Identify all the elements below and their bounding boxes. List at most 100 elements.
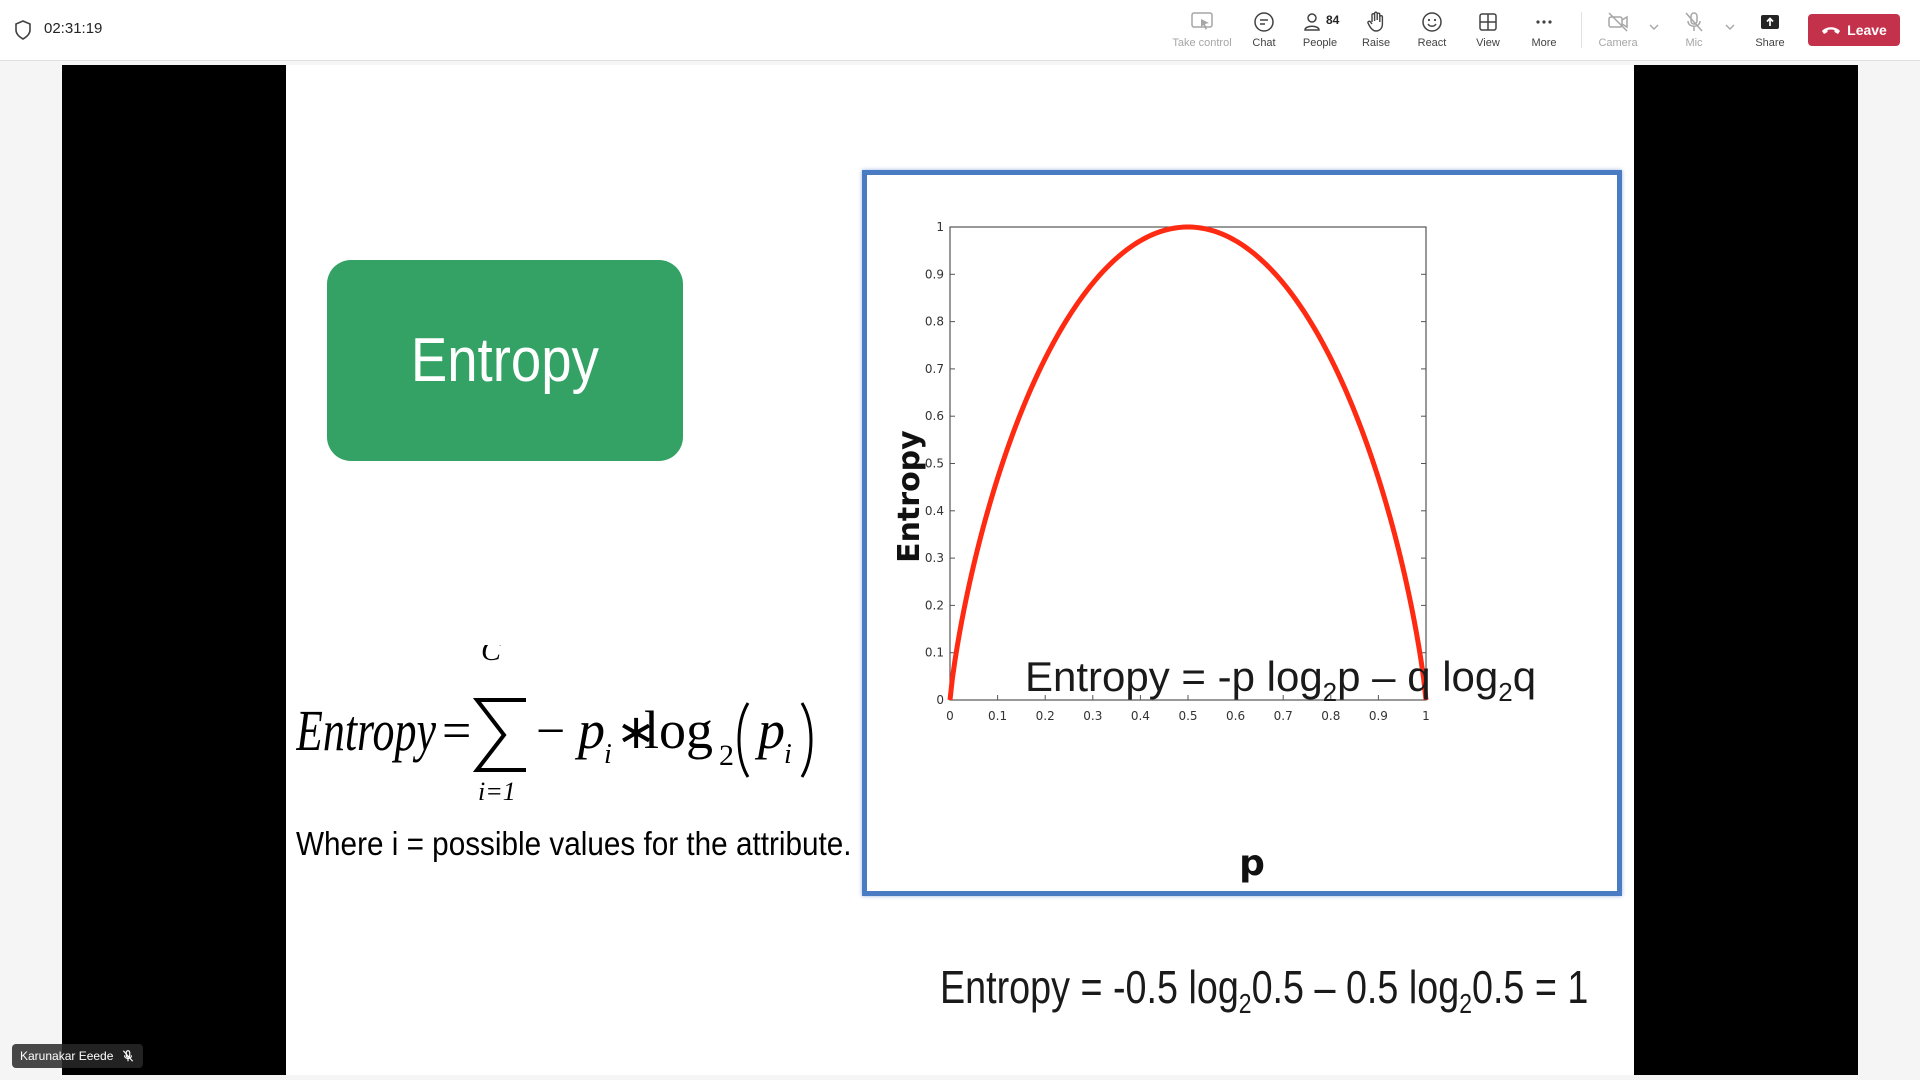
camera-label: Camera <box>1598 37 1638 49</box>
x-tick-label: 0.6 <box>1226 709 1245 723</box>
formula-log-base: 2 <box>719 739 734 772</box>
y-tick-label: 0.9 <box>925 267 944 281</box>
x-tick-label: 0.4 <box>1131 709 1150 723</box>
y-tick-label: 0.6 <box>925 409 944 423</box>
share-icon <box>1761 15 1779 29</box>
chart-y-axis-label: Entropy <box>892 430 927 563</box>
x-tick-label: 1 <box>1422 709 1430 723</box>
take-control-label: Take control <box>1172 37 1232 49</box>
participant-name: Karunakar Eeede <box>20 1049 114 1063</box>
annotation-part2: p – q log <box>1337 653 1498 700</box>
y-tick-label: 1 <box>936 220 944 234</box>
annotation-part3: q <box>1513 653 1536 700</box>
raise-hand-icon <box>1367 11 1384 32</box>
slide-title: Entropy <box>410 326 600 395</box>
leave-button[interactable]: Leave <box>1808 14 1900 46</box>
meeting-timer: 02:31:19 <box>44 20 103 37</box>
shield-icon <box>15 20 31 40</box>
formula-minus: − <box>536 703 565 760</box>
worked-example-equation: Entropy = -0.5 log20.5 – 0.5 log20.5 = 1 <box>940 960 1588 1020</box>
formula-paren-open <box>737 702 750 778</box>
share-button[interactable]: Share <box>1740 8 1800 54</box>
share-label: Share <box>1755 37 1785 49</box>
y-tick-label: 0.1 <box>925 646 944 660</box>
more-label: More <box>1531 37 1557 49</box>
people-count: 84 <box>1326 13 1340 27</box>
formula-times: ∗ <box>616 706 656 759</box>
entropy-formula: Entropy = C i=1 − p i ∗ log 2 p i <box>296 645 813 805</box>
entropy-chart: 0 0.1 0.2 0.3 0.4 0.5 0.6 0.7 0.8 0.9 1 0 0.1 0.2 0.3 0… <box>867 175 1617 891</box>
people-icon <box>1304 13 1320 31</box>
eq-part2: 0.5 – 0.5 log <box>1251 961 1460 1013</box>
meeting-toolbar: 02:31:19 Take control Chat 84 People Rai… <box>0 0 1920 61</box>
eq-sub2: 2 <box>1459 988 1472 1020</box>
chart-annotation: Entropy = -p log2p – q log2q <box>1025 653 1536 707</box>
chart-x-axis-label: p <box>1239 843 1265 884</box>
y-tick-label: 0.7 <box>925 362 944 376</box>
eq-sub1: 2 <box>1238 988 1252 1020</box>
mic-off-icon <box>123 1050 134 1062</box>
react-button[interactable]: React <box>1402 8 1462 54</box>
participant-name-badge: Karunakar Eeede <box>12 1044 144 1068</box>
camera-options-chevron-down-icon[interactable] <box>1647 20 1661 34</box>
formula-log: log <box>644 700 713 760</box>
slide-title-box: Entropy <box>327 260 683 461</box>
take-control-button[interactable]: Take control <box>1172 8 1232 54</box>
view-button[interactable]: View <box>1458 8 1518 54</box>
formula-upper-limit: C <box>481 645 502 667</box>
chart-series-layer <box>947 224 1429 701</box>
sigma-symbol <box>472 698 526 772</box>
x-tick-label: 0.9 <box>1369 709 1388 723</box>
annotation-sub2: 2 <box>1498 677 1512 707</box>
camera-off-icon <box>1608 12 1628 32</box>
x-tick-label: 0 <box>946 709 954 723</box>
y-tick-label: 0.2 <box>925 598 944 612</box>
react-label: React <box>1417 37 1447 49</box>
x-tick-label: 0.3 <box>1083 709 1102 723</box>
eq-part1: Entropy = -0.5 log <box>940 961 1239 1013</box>
mic-label: Mic <box>1685 37 1703 49</box>
mic-options-chevron-down-icon[interactable] <box>1723 20 1737 34</box>
leave-label: Leave <box>1847 22 1887 38</box>
camera-button[interactable]: Camera <box>1588 8 1648 54</box>
more-button[interactable]: More <box>1514 8 1574 54</box>
formula-paren-close <box>800 702 813 778</box>
eq-part3: 0.5 = 1 <box>1471 961 1589 1013</box>
x-tick-label: 0.7 <box>1274 709 1293 723</box>
formula-p-arg: p <box>754 700 785 760</box>
formula-sub-i-arg: i <box>784 739 792 770</box>
formula-lower-limit: i=1 <box>478 777 516 805</box>
take-control-icon <box>1191 12 1213 30</box>
formula-p: p <box>574 700 605 760</box>
mic-button[interactable]: Mic <box>1664 8 1724 54</box>
chat-icon <box>1254 12 1274 32</box>
phone-hangup-icon <box>1822 27 1841 34</box>
people-button[interactable]: 84 People <box>1290 8 1350 54</box>
view-label: View <box>1476 37 1500 49</box>
y-tick-label: 0.5 <box>925 457 944 471</box>
x-tick-label: 0.1 <box>988 709 1007 723</box>
y-tick-label: 0.8 <box>925 315 944 329</box>
y-tick-label: 0.4 <box>925 504 944 518</box>
view-icon <box>1479 13 1497 31</box>
chart-axes-layer: 0 0.1 0.2 0.3 0.4 0.5 0.6 0.7 0.8 0.9 1 0 0.1 0.2 0.3 0… <box>925 220 1430 723</box>
entropy-chart-frame: 0 0.1 0.2 0.3 0.4 0.5 0.6 0.7 0.8 0.9 1 0 0.1 0.2 0.3 0… <box>862 170 1622 896</box>
mic-off-icon <box>1685 12 1703 32</box>
presentation-slide: Entropy Entropy = C i=1 − p i ∗ log 2 p … <box>286 65 1634 1075</box>
annotation-part1: Entropy = -p log <box>1025 653 1323 700</box>
react-icon <box>1422 12 1442 32</box>
y-tick-label: 0 <box>936 693 944 707</box>
formula-lhs: Entropy <box>296 698 436 763</box>
x-tick-label: 0.5 <box>1178 709 1197 723</box>
raise-hand-button[interactable]: Raise <box>1346 8 1406 54</box>
x-tick-label: 0.2 <box>1036 709 1055 723</box>
formula-equals: = <box>442 703 471 760</box>
more-icon <box>1536 20 1552 24</box>
formula-sub-i: i <box>604 739 612 770</box>
chat-button[interactable]: Chat <box>1234 8 1294 54</box>
raise-label: Raise <box>1361 37 1391 49</box>
chat-label: Chat <box>1252 37 1276 49</box>
people-label: People <box>1302 37 1338 49</box>
annotation-sub1: 2 <box>1323 677 1337 707</box>
x-tick-label: 0.8 <box>1321 709 1340 723</box>
